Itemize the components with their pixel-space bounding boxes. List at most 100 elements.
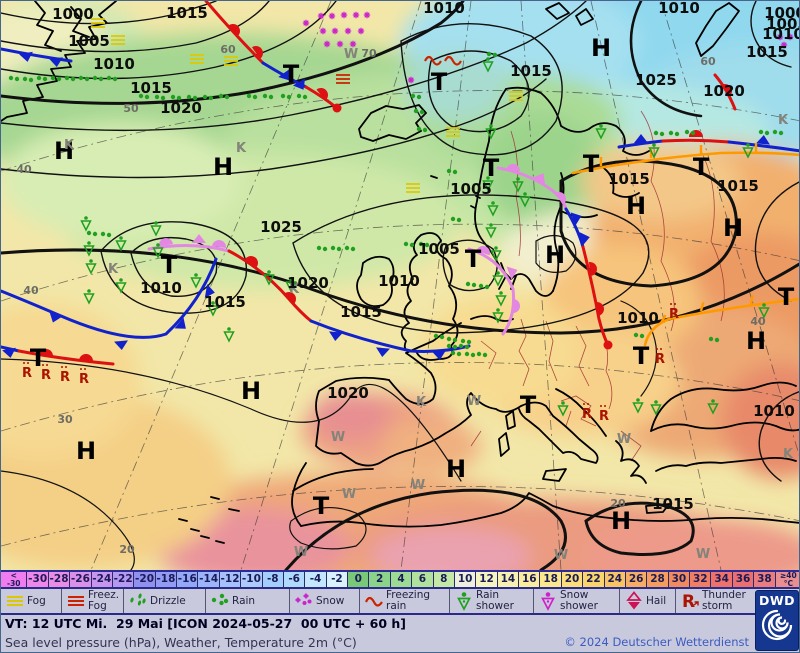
- dwd-logo: DWD: [755, 590, 799, 651]
- legend-label: Hail: [646, 594, 667, 607]
- rain-shower-icon: [457, 592, 471, 611]
- legend-item-freezing-fog: Freez. Fog: [61, 589, 123, 613]
- high-center-letter: H: [545, 241, 565, 269]
- cold-air-letter: K: [783, 447, 794, 462]
- pressure-label: 1015: [652, 495, 694, 513]
- info-panel: < -30 -30 -28 -26 -24 -22 -20 -18 -16 -14 -12 -10 -8-…: [1, 570, 799, 652]
- warm-air-letter: W: [467, 394, 481, 409]
- warm-air-letter: W: [344, 47, 358, 62]
- warm-air-letter: W: [342, 487, 356, 502]
- scale-cell: 22: [582, 572, 604, 587]
- low-center-letter: T: [161, 251, 178, 279]
- legend-label: Snow: [316, 594, 345, 607]
- legend-label: Freezing rain: [386, 589, 431, 612]
- scale-cell: 32: [689, 572, 711, 587]
- copyright-text: © 2024 Deutscher Wetterdienst: [564, 635, 749, 649]
- graticule-label: 20: [119, 543, 135, 556]
- convergence-front-line: [571, 151, 799, 175]
- low-center-letter: T: [30, 344, 47, 372]
- legend-item-snow-shower: Snow shower: [533, 589, 619, 613]
- subtitle-row: Sea level pressure (hPa), Weather, Tempe…: [1, 633, 799, 652]
- cold-front-line: [309, 319, 471, 353]
- pressure-label: 1020: [287, 274, 329, 292]
- cold-air-letter: K: [236, 141, 247, 156]
- scale-cell: -28: [47, 572, 70, 587]
- low-center-letter: T: [313, 492, 330, 520]
- front-lines: [1, 1, 799, 366]
- temperature-shading-layer: [1, 1, 799, 570]
- freezing-fog-icon: [68, 596, 84, 606]
- scale-cell: -6: [282, 572, 305, 587]
- high-center-letter: H: [446, 455, 466, 483]
- hail-icon: [626, 591, 642, 610]
- scale-cell: -10: [240, 572, 262, 587]
- cold-air-letter: K: [108, 262, 119, 277]
- scale-cell: -4: [304, 572, 326, 587]
- svg-text:R: R: [599, 409, 609, 424]
- valid-time-line: VT: 12 UTC Mi. 29 Mai [ICON 2024-05-27 0…: [5, 616, 407, 631]
- graticule-lines: [1, 1, 799, 570]
- high-center-letter: H: [723, 214, 743, 242]
- legend-label: Snow shower: [560, 589, 598, 612]
- legend-item-hail: Hail: [619, 589, 675, 613]
- low-center-letter: T: [583, 150, 600, 178]
- graticule-label: 60: [220, 43, 236, 56]
- pressure-label: 1000: [764, 4, 800, 22]
- warm-front-line: [661, 138, 731, 144]
- pressure-label: 1010: [93, 55, 135, 73]
- graticule-label: 40: [750, 315, 766, 328]
- warm-air-letter: W: [294, 545, 308, 560]
- pressure-label: 1005: [418, 240, 460, 258]
- weather-symbols: R R R RR RRR: [8, 11, 794, 424]
- warm-front-line: [17, 349, 115, 366]
- legend-label: Rain shower: [476, 589, 514, 612]
- low-center-letter: T: [778, 283, 795, 311]
- scale-cell: -24: [90, 572, 112, 587]
- warm-air-letter: W: [696, 547, 710, 562]
- pressure-label: 1015: [204, 293, 246, 311]
- cold-front-line: [1, 257, 218, 339]
- legend-item-freezing-rain: Freezing rain: [359, 589, 449, 613]
- scale-cell: 24: [603, 572, 625, 587]
- map-subtitle: Sea level pressure (hPa), Weather, Tempe…: [5, 635, 357, 650]
- scale-cell: 10: [453, 572, 476, 587]
- graticule-label: 20: [610, 497, 626, 510]
- scale-cell: 30: [667, 572, 690, 587]
- pressure-label: 1010: [423, 1, 465, 17]
- map-text-labels: 1000 101510051010101510201025101010151020…: [16, 1, 800, 556]
- high-center-letter: H: [591, 34, 611, 62]
- pressure-label: 1015: [130, 79, 172, 97]
- low-center-letter: T: [633, 342, 650, 370]
- graticule-label: 50: [123, 102, 139, 115]
- thunderstorm-icon: R: [682, 592, 699, 612]
- legend-label: Rain: [232, 594, 256, 607]
- scale-cell: 12: [475, 572, 497, 587]
- legend-item-rain: Rain: [205, 589, 289, 613]
- svg-text:R: R: [682, 592, 695, 612]
- occluded-front-line: [467, 247, 515, 336]
- pressure-label: 1010: [762, 25, 800, 43]
- svg-text:R: R: [22, 366, 32, 381]
- low-center-letter: T: [520, 391, 537, 419]
- pressure-label: 1010: [617, 309, 659, 327]
- legend-label: Freez. Fog: [88, 589, 120, 612]
- high-center-letter: H: [213, 153, 233, 181]
- scale-cell: < -30: [1, 572, 27, 587]
- scale-cell: 16: [518, 572, 540, 587]
- high-center-letter: H: [611, 507, 631, 535]
- low-center-letter: T: [465, 245, 482, 273]
- rain-icon: [211, 593, 229, 606]
- pressure-label: 1015: [510, 62, 552, 80]
- weather-symbol-legend: Fog Freez. Fog Drizzle Rain Snow Freezing rain R…: [1, 589, 799, 615]
- scale-cell: 28: [646, 572, 668, 587]
- low-center-letter: T: [431, 68, 448, 96]
- snow-icon: [295, 593, 312, 605]
- legend-label: Fog: [27, 594, 46, 607]
- pressure-label: 1015: [608, 170, 650, 188]
- pressure-label: 1015: [340, 303, 382, 321]
- temperature-color-scale: < -30 -30 -28 -26 -24 -22 -20 -18 -16 -14 -12 -10 -8-…: [1, 572, 799, 589]
- scale-cell: -12: [218, 572, 241, 587]
- pressure-label: 1010: [378, 272, 420, 290]
- svg-text:R: R: [41, 368, 51, 383]
